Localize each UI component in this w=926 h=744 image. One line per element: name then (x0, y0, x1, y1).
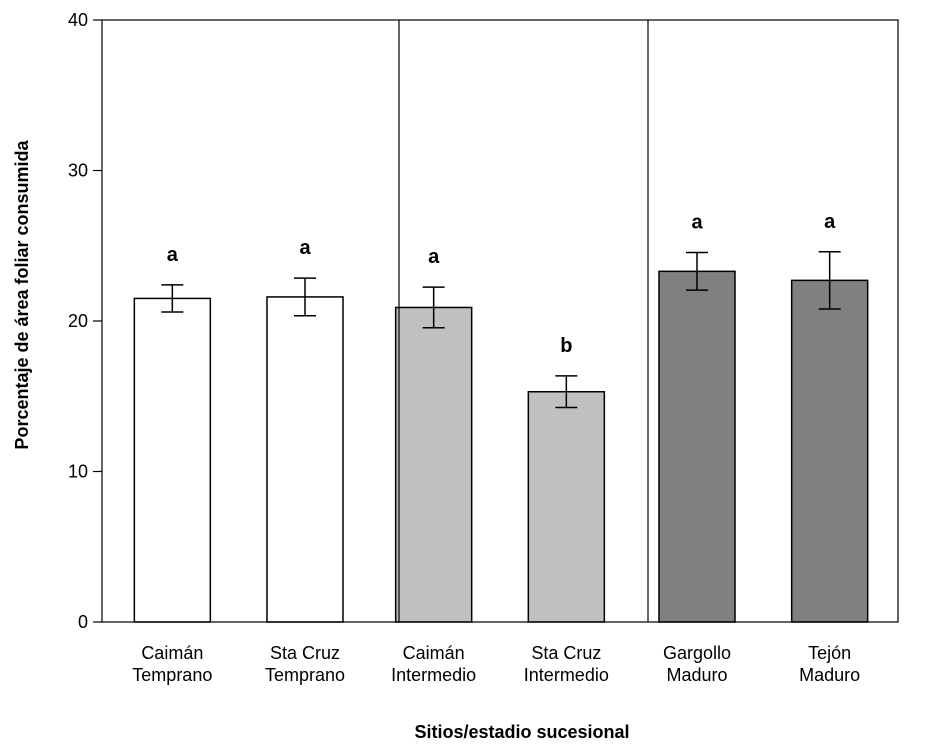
y-tick-label: 40 (68, 10, 88, 30)
bars (133, 270, 869, 623)
error-bar (818, 251, 841, 310)
group-separators (398, 20, 649, 622)
y-axis-ticks: 0 10 20 30 40 (68, 10, 102, 632)
significance-labels: a a a b a a (167, 211, 836, 357)
x-tick-label: Caimán (403, 643, 465, 663)
error-bar (555, 375, 578, 409)
y-tick-label: 20 (68, 311, 88, 331)
error-bars (161, 251, 841, 409)
plot-border (101, 19, 899, 623)
x-tick-label: Temprano (265, 665, 345, 685)
significance-letter: a (299, 237, 311, 259)
significance-letter: b (560, 335, 572, 357)
x-tick-label: Sta Cruz (531, 643, 601, 663)
significance-letter: a (691, 212, 703, 234)
y-tick-label: 10 (68, 462, 88, 482)
bar (394, 306, 473, 623)
error-bar (686, 251, 708, 291)
x-tick-label: Maduro (799, 665, 860, 685)
x-tick-label: Caimán (141, 643, 203, 663)
significance-letter: a (824, 211, 836, 233)
y-tick-label: 0 (78, 612, 88, 632)
x-tick-label: Tejón (808, 643, 851, 663)
bar (266, 296, 344, 623)
bar (133, 297, 212, 623)
x-tick-label: Intermedio (524, 665, 609, 685)
x-tick-label: Gargollo (663, 643, 731, 663)
error-bar (294, 277, 316, 317)
error-bar (161, 284, 184, 313)
x-tick-label: Maduro (666, 665, 727, 685)
y-axis-title: Porcentaje de área foliar consumida (12, 139, 32, 449)
x-axis-title: Sitios/estadio sucesional (414, 722, 629, 742)
x-tick-label: Temprano (132, 665, 212, 685)
error-bar (422, 286, 445, 329)
bar (658, 270, 736, 623)
bar (527, 390, 606, 623)
plot-frame (101, 19, 899, 623)
bar (790, 279, 869, 623)
significance-letter: a (167, 244, 179, 266)
x-tick-label: Sta Cruz (270, 643, 340, 663)
y-tick-label: 30 (68, 161, 88, 181)
significance-letter: a (428, 246, 440, 268)
x-tick-label: Intermedio (391, 665, 476, 685)
